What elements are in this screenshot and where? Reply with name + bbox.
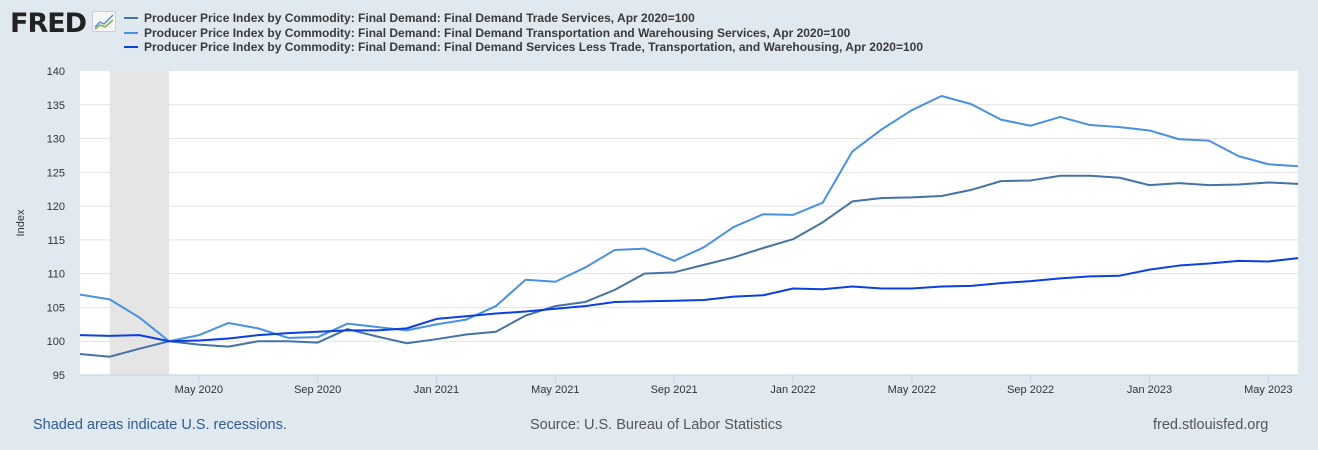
y-tick-label: 110 (47, 269, 65, 281)
recession-shading (109, 71, 170, 375)
legend-swatch (124, 46, 138, 49)
series-line-2 (79, 257, 1299, 343)
x-tick-label: May 2020 (175, 384, 223, 396)
y-tick-label: 125 (47, 167, 65, 179)
x-tick-label: Jan 2021 (414, 384, 459, 396)
x-tick-label: Sep 2020 (294, 384, 341, 396)
y-tick-label: 130 (47, 134, 65, 146)
series-line-1 (79, 94, 1299, 343)
y-tick-label: 95 (53, 370, 65, 382)
chart-area: 95 100 105 110 115 120 125 130 135 140 May 2020 Sep… (15, 66, 1299, 396)
series-line-0 (79, 174, 1299, 358)
chart-legend: Producer Price Index by Commodity: Final… (124, 11, 923, 55)
y-axis-label: Index (15, 209, 27, 236)
x-tick-label: Jan 2023 (1127, 384, 1172, 396)
x-tick-label: Sep 2021 (651, 384, 698, 396)
x-tick-label: May 2022 (888, 384, 936, 396)
y-tick-label: 135 (47, 100, 65, 112)
x-tick-label: May 2023 (1244, 384, 1292, 396)
legend-item-trade[interactable]: Producer Price Index by Commodity: Final… (124, 11, 923, 26)
legend-item-transport[interactable]: Producer Price Index by Commodity: Final… (124, 26, 923, 41)
y-tick-label: 120 (47, 201, 65, 213)
x-tick-label: Sep 2022 (1007, 384, 1054, 396)
legend-swatch (124, 17, 138, 20)
site-link[interactable]: fred.stlouisfed.org (1153, 417, 1269, 433)
plot-background (80, 71, 1298, 375)
legend-swatch (124, 31, 138, 34)
x-tick-label: Jan 2022 (770, 384, 815, 396)
y-tick-label: 115 (47, 235, 65, 247)
source-text: Source: U.S. Bureau of Labor Statistics (530, 417, 783, 433)
legend-item-services[interactable]: Producer Price Index by Commodity: Final… (124, 40, 923, 55)
legend-label: Producer Price Index by Commodity: Final… (144, 40, 923, 55)
fred-logo[interactable]: FRED (10, 8, 87, 39)
x-tick-label: May 2021 (531, 384, 579, 396)
legend-label: Producer Price Index by Commodity: Final… (144, 25, 851, 40)
y-tick-label: 100 (47, 336, 65, 348)
legend-label: Producer Price Index by Commodity: Final… (144, 11, 695, 26)
recession-note: Shaded areas indicate U.S. recessions. (33, 417, 287, 433)
y-tick-label: 140 (47, 66, 65, 78)
chart-logo-icon (92, 11, 116, 32)
y-tick-label: 105 (47, 302, 65, 314)
